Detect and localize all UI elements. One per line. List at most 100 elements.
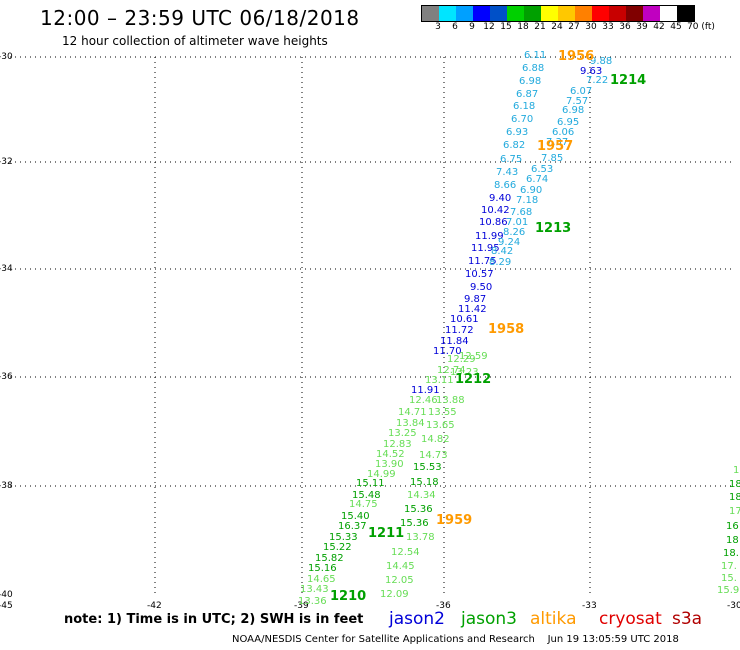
swh-value: 6.93: [506, 127, 529, 138]
swh-value: 13.78: [406, 532, 435, 543]
swh-value: 14.45: [386, 561, 415, 572]
scale-swatch: [592, 6, 609, 21]
swh-value: 9.87: [464, 294, 487, 305]
swh-value: 15.: [721, 573, 737, 584]
legend-item-jason2: jason2: [389, 609, 445, 629]
graticule-grid: [10, 56, 735, 597]
swh-value: 7.22: [586, 75, 609, 86]
legend-item-jason3: jason3: [461, 609, 517, 629]
legend-item-altika: altika: [530, 609, 577, 629]
swh-value: 7.57: [566, 96, 589, 107]
swh-value: 14.71: [398, 407, 427, 418]
swh-value: 6.70: [511, 114, 534, 125]
swh-value: 13.25: [388, 428, 417, 439]
scale-swatch: [558, 6, 575, 21]
swh-value: 17: [733, 465, 740, 476]
map-title: 12:00 – 23:59 UTC 06/18/2018: [40, 6, 360, 30]
swh-value: 6.74: [526, 174, 549, 185]
swh-value: 8.42: [491, 246, 514, 257]
scale-label: 15: [500, 22, 512, 32]
swh-value: 11.72: [445, 325, 474, 336]
swh-value: 6.11: [524, 50, 547, 61]
swh-value: 10.42: [481, 205, 510, 216]
latitude-label: -38: [0, 481, 13, 491]
swh-value: 7.18: [516, 195, 539, 206]
swh-value: 11.91: [411, 385, 440, 396]
swh-value: 12.46: [409, 395, 438, 406]
swh-value: 8.66: [494, 180, 517, 191]
swh-value: 7.85: [541, 153, 564, 164]
scale-swatch: [575, 6, 592, 21]
swh-value: 9.24: [498, 237, 521, 248]
swh-value: 6.95: [557, 117, 580, 128]
scale-label: 18: [517, 22, 529, 32]
swh-value: 16.37: [338, 521, 367, 532]
swh-value: 12.59: [459, 351, 488, 362]
swh-value: 13.36: [298, 596, 327, 607]
swh-value: 15.48: [352, 490, 381, 501]
swh-value: 6.75: [500, 154, 523, 165]
swh-value: 15.33: [329, 532, 358, 543]
timestamp-text: Jun 19 13:05:59 UTC 2018: [547, 634, 679, 645]
swh-value: 14.82: [421, 434, 450, 445]
wave-height-color-scale: [421, 5, 695, 22]
latitude-label: -40: [0, 590, 13, 600]
swh-value: 6.07: [570, 86, 593, 97]
pass-number-label: 1956: [558, 49, 595, 64]
swh-value: 17.: [721, 561, 737, 572]
swh-value: 8.29: [489, 257, 512, 268]
pass-number-label: 1211: [368, 526, 405, 541]
swh-value: 6.06: [552, 127, 575, 138]
scale-label: 30: [585, 22, 597, 32]
swh-value: 14.73: [419, 450, 448, 461]
swh-value: 9.63: [580, 66, 603, 77]
scale-swatch: [541, 6, 558, 21]
scale-label: 21: [534, 22, 546, 32]
swh-value: 18: [726, 535, 739, 546]
swh-value: 11.75: [468, 256, 497, 267]
latitude-label: -30: [0, 52, 13, 62]
swh-value: 13.65: [426, 420, 455, 431]
swh-value: 12.29: [447, 354, 476, 365]
swh-value: 6.90: [520, 185, 543, 196]
swh-value: 9.40: [489, 193, 512, 204]
swh-value: 13.55: [428, 407, 457, 418]
scale-swatch: [524, 6, 541, 21]
swh-value: 14.34: [407, 490, 436, 501]
scale-swatch: [677, 6, 694, 21]
swh-value: 7.68: [510, 207, 533, 218]
swh-value: 15.82: [315, 553, 344, 564]
swh-value: 11.99: [475, 231, 504, 242]
pass-number-label: 1213: [535, 221, 572, 236]
swh-value: 12.54: [391, 547, 420, 558]
swh-value: 13.90: [375, 459, 404, 470]
swh-value: 15.22: [323, 542, 352, 553]
swh-value: 6.82: [503, 140, 526, 151]
swh-value: 17: [729, 506, 740, 517]
swh-value: 10.86: [479, 217, 508, 228]
swh-value: 8.26: [503, 227, 526, 238]
swh-value: 15.18: [410, 477, 439, 488]
scale-swatch: [473, 6, 490, 21]
swh-value: 15.36: [404, 504, 433, 515]
scale-label: 9: [469, 22, 475, 32]
swh-value: 18: [729, 479, 740, 490]
pass-number-label: 1212: [455, 372, 492, 387]
longitude-label: -42: [147, 601, 162, 611]
credit-text: NOAA/NESDIS Center for Satellite Applica…: [232, 634, 535, 645]
latitude-label: -34: [0, 264, 13, 274]
scale-label: 45: [670, 22, 682, 32]
longitude-label: -33: [582, 601, 597, 611]
swh-value: 15.36: [400, 518, 429, 529]
scale-swatch: [490, 6, 507, 21]
swh-value: 7.43: [496, 167, 519, 178]
swh-value: 6.98: [519, 76, 542, 87]
latitude-label: -32: [0, 157, 13, 167]
footer-credit: NOAA/NESDIS Center for Satellite Applica…: [232, 634, 679, 645]
swh-value: 6.87: [516, 89, 539, 100]
swh-value: 11.70: [433, 346, 462, 357]
longitude-label: -39: [294, 601, 309, 611]
scale-label: 6: [452, 22, 458, 32]
swh-value: 10.61: [450, 314, 479, 325]
